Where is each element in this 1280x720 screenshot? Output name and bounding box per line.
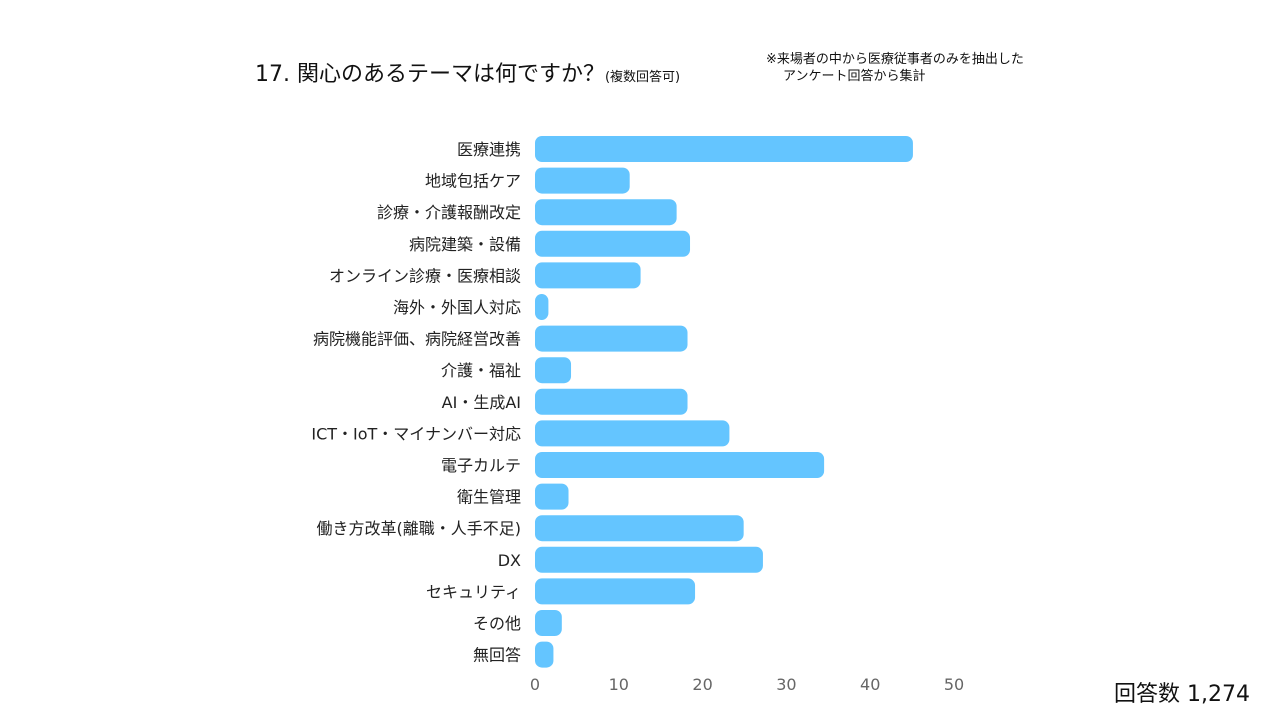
category-label: 病院建築・設備 [409, 235, 521, 254]
bar [535, 388, 688, 415]
category-label: ICT・IoT・マイナンバー対応 [311, 424, 521, 443]
category-label: 無回答 [473, 646, 521, 665]
x-tick-label: 40 [860, 675, 880, 694]
chart-title-sub: (複数回答可) [604, 70, 681, 85]
bar [535, 483, 569, 510]
note: ※来場者の中から医療従事者のみを抽出した アンケート回答から集計 [766, 51, 1024, 85]
category-label: 地域包括ケア [425, 172, 521, 191]
category-label: 介護・福祉 [441, 361, 521, 380]
category-label: その他 [473, 614, 521, 633]
category-label: 診療・介護報酬改定 [377, 203, 521, 222]
bar [535, 167, 630, 194]
category-label: オンライン診療・医療相談 [329, 266, 521, 285]
bar [535, 199, 677, 226]
x-tick-label: 0 [530, 675, 540, 694]
category-label: 衛生管理 [457, 488, 521, 507]
category-label: 病院機能評価、病院経営改善 [313, 330, 521, 349]
bar [535, 262, 641, 289]
bar [535, 546, 763, 573]
x-tick-label: 50 [944, 675, 964, 694]
bar [535, 357, 572, 384]
bar [535, 420, 730, 447]
note-line-2: アンケート回答から集計 [783, 69, 926, 84]
bar [535, 136, 913, 162]
bar [535, 610, 562, 636]
bar [535, 578, 696, 605]
x-tick-label: 30 [776, 675, 796, 694]
category-label: 電子カルテ [441, 456, 521, 475]
bar [535, 294, 549, 320]
x-tick-label: 20 [692, 675, 712, 694]
response-count: 回答数 1,274 [1114, 682, 1250, 707]
chart-title-main: 17. 関心のあるテーマは何ですか？ [255, 62, 605, 87]
bar [535, 230, 691, 257]
bar [535, 325, 688, 352]
x-tick-label: 10 [609, 675, 629, 694]
category-label: DX [498, 551, 521, 570]
chart-title: 17. 関心のあるテーマは何ですか？(複数回答可) [255, 56, 680, 88]
category-label: AI・生成AI [442, 393, 521, 412]
category-label: セキュリティ [426, 582, 521, 601]
note-line-1: ※来場者の中から医療従事者のみを抽出した [766, 52, 1024, 67]
bar [535, 515, 744, 542]
category-label: 海外・外国人対応 [393, 298, 521, 317]
category-label: 医療連携 [457, 140, 521, 159]
bar [535, 641, 554, 668]
bar [535, 452, 825, 478]
category-label: 働き方改革(離職・人手不足) [317, 519, 522, 538]
